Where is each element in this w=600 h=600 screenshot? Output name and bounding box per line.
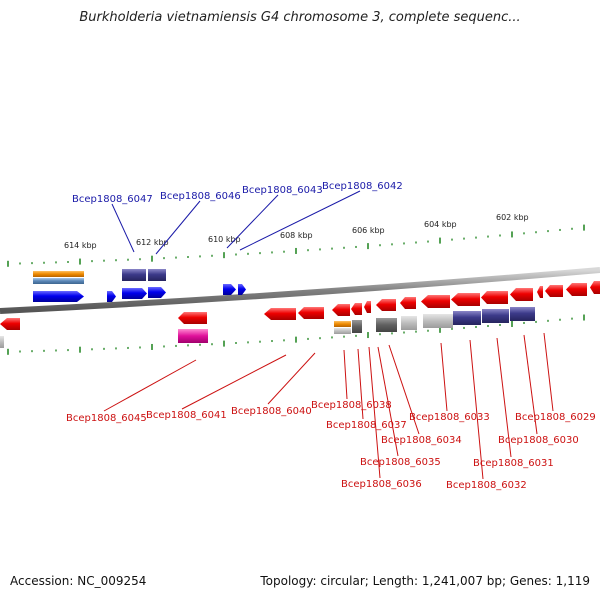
gene-arrow[interactable] (351, 303, 362, 315)
reverse-strand-features[interactable] (0, 281, 600, 348)
gene-box-pink[interactable] (178, 329, 208, 343)
gene-box-gray[interactable] (423, 314, 453, 328)
gene-box-purple[interactable] (148, 269, 166, 281)
gene-box-orange[interactable] (334, 321, 351, 327)
gene-label[interactable]: Bcep1808_6031 (473, 458, 554, 469)
gene-box-purple[interactable] (510, 307, 535, 321)
forward-callout-lines (111, 190, 361, 255)
gene-arrow[interactable] (376, 299, 396, 311)
gene-box-gray[interactable] (401, 316, 417, 330)
gene-arrow[interactable] (107, 291, 116, 302)
gene-arrow[interactable] (510, 288, 533, 301)
gene-label[interactable]: Bcep1808_6034 (381, 435, 462, 446)
gene-label[interactable]: Bcep1808_6035 (360, 457, 441, 468)
reverse-callout-lines (103, 332, 554, 480)
forward-strand-features[interactable] (33, 269, 246, 302)
tick-label: 604 kbp (424, 220, 457, 229)
chromosome-backbone (0, 267, 600, 314)
gene-label[interactable]: Bcep1808_6045 (66, 413, 147, 424)
scale-ticks-outer (7, 224, 585, 267)
gene-arrow[interactable] (148, 287, 166, 298)
gene-label[interactable]: Bcep1808_6040 (231, 406, 312, 417)
reverse-gene-labels: Bcep1808_6045 Bcep1808_6041 Bcep1808_604… (66, 400, 596, 491)
gene-arrow[interactable] (33, 291, 84, 302)
gene-box-purple[interactable] (482, 309, 509, 323)
gene-label[interactable]: Bcep1808_6033 (409, 412, 490, 423)
gene-arrow[interactable] (298, 307, 324, 319)
gene-arrow[interactable] (0, 318, 20, 330)
gene-arrow[interactable] (481, 291, 508, 304)
gene-label[interactable]: Bcep1808_6037 (326, 420, 407, 431)
gene-box-steel[interactable] (33, 278, 84, 284)
gene-label[interactable]: Bcep1808_6046 (160, 191, 241, 202)
gene-arrow[interactable] (264, 308, 296, 320)
gene-box-gray[interactable] (0, 336, 4, 348)
summary-text: Topology: circular; Length: 1,241,007 bp… (260, 574, 590, 588)
tick-label: 602 kbp (496, 213, 529, 222)
gene-box-purple[interactable] (453, 311, 481, 325)
gene-arrow[interactable] (364, 301, 371, 313)
gene-label[interactable]: Bcep1808_6041 (146, 410, 227, 421)
gene-arrow[interactable] (590, 281, 600, 294)
gene-arrow[interactable] (178, 312, 207, 324)
tick-label: 612 kbp (136, 238, 169, 247)
gene-box-orange[interactable] (33, 271, 84, 277)
tick-label: 610 kbp (208, 235, 241, 244)
gene-box-purple[interactable] (122, 269, 146, 281)
gene-arrow[interactable] (238, 284, 246, 295)
gene-box-gray[interactable] (334, 328, 351, 334)
gene-arrow[interactable] (451, 293, 480, 306)
gene-arrow[interactable] (122, 288, 147, 299)
tick-label: 606 kbp (352, 226, 385, 235)
gene-label[interactable]: Bcep1808_6029 (515, 412, 596, 423)
gene-arrow[interactable] (223, 284, 236, 295)
gene-box-darkgray[interactable] (352, 320, 362, 333)
gene-label[interactable]: Bcep1808_6030 (498, 435, 579, 446)
gene-label[interactable]: Bcep1808_6047 (72, 194, 153, 205)
scale-ticks-inner (7, 314, 585, 355)
gene-box-darkgray[interactable] (376, 318, 397, 332)
tick-label: 608 kbp (280, 231, 313, 240)
gene-label[interactable]: Bcep1808_6032 (446, 480, 527, 491)
gene-arrow[interactable] (545, 285, 563, 297)
gene-label[interactable]: Bcep1808_6038 (311, 400, 392, 411)
map-title: Burkholderia vietnamiensis G4 chromosome… (79, 10, 521, 25)
gene-arrow[interactable] (421, 295, 450, 308)
forward-gene-labels: Bcep1808_6047 Bcep1808_6046 Bcep1808_604… (72, 181, 403, 205)
tick-label: 614 kbp (64, 241, 97, 250)
gene-arrow[interactable] (537, 286, 543, 298)
gene-label[interactable]: Bcep1808_6043 (242, 185, 323, 196)
gene-arrow[interactable] (400, 297, 416, 309)
gene-label[interactable]: Bcep1808_6036 (341, 479, 422, 490)
gene-label[interactable]: Bcep1808_6042 (322, 181, 403, 192)
scale-tick-labels: 614 kbp 612 kbp 610 kbp 608 kbp 606 kbp … (64, 213, 529, 250)
accession-text: Accession: NC_009254 (10, 574, 147, 588)
gene-arrow[interactable] (566, 283, 587, 296)
gene-arrow[interactable] (332, 304, 350, 316)
